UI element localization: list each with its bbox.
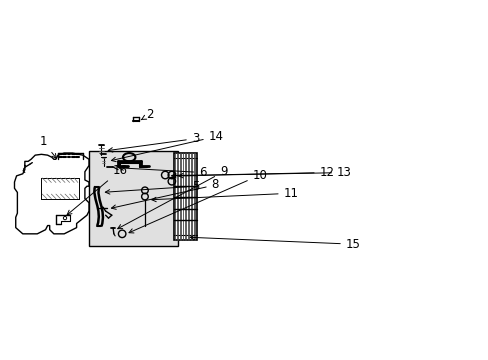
Text: 16: 16 [67, 164, 127, 215]
Text: 13: 13 [178, 166, 351, 179]
Text: 4: 4 [0, 359, 1, 360]
Text: 1: 1 [40, 135, 56, 158]
Text: 3: 3 [108, 132, 199, 152]
Text: 15: 15 [190, 235, 360, 251]
Text: 12: 12 [171, 166, 334, 179]
Bar [89, 151, 178, 246]
Bar [174, 153, 196, 240]
Text: 7: 7 [0, 359, 1, 360]
Text: 10: 10 [129, 168, 267, 233]
Text: 14: 14 [111, 130, 223, 162]
Text: 6: 6 [119, 166, 206, 179]
Text: 9: 9 [118, 165, 227, 229]
Text: 11: 11 [151, 187, 298, 202]
Text: 2: 2 [141, 108, 154, 121]
Text: 5: 5 [105, 180, 199, 194]
Text: 8: 8 [111, 179, 219, 210]
